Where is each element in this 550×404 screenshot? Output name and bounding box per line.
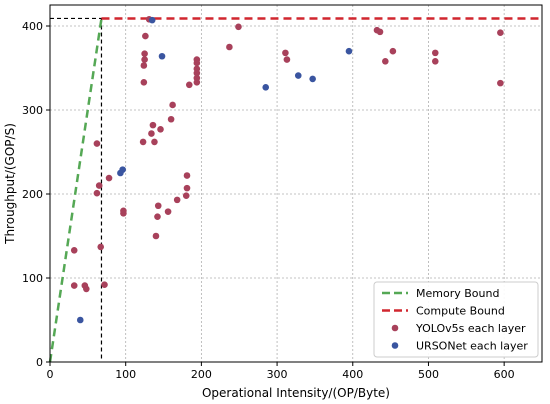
x-tick-label: 400 bbox=[342, 368, 363, 381]
x-tick-label: 0 bbox=[47, 368, 54, 381]
y-axis-label: Throughput/(GOP/S) bbox=[3, 123, 17, 245]
yolo-point bbox=[93, 140, 101, 147]
yolo-point bbox=[154, 213, 161, 220]
urso-point bbox=[148, 16, 156, 24]
legend-yolo: YOLOv5s each layer bbox=[415, 322, 526, 335]
yolo-point bbox=[193, 56, 201, 63]
yolo-point bbox=[154, 202, 162, 210]
yolo-point bbox=[431, 57, 439, 65]
x-tick-label: 600 bbox=[494, 368, 515, 381]
yolo-point bbox=[140, 62, 148, 69]
bound-lines bbox=[48, 17, 542, 363]
yolo-point bbox=[169, 101, 176, 109]
yolo-point bbox=[173, 196, 181, 204]
yolo-point bbox=[142, 32, 149, 40]
yolo-point bbox=[120, 207, 127, 215]
yolo-point bbox=[83, 285, 90, 293]
yolo-point bbox=[140, 78, 148, 86]
reference-lines bbox=[50, 17, 103, 362]
yolo-point bbox=[152, 232, 160, 240]
y-tick-label: 100 bbox=[22, 272, 43, 285]
y-tick-label: 200 bbox=[22, 188, 43, 201]
x-tick-label: 100 bbox=[115, 368, 136, 381]
yolo-point bbox=[282, 49, 289, 57]
memory-bound-line bbox=[48, 18, 103, 363]
yolo-point bbox=[193, 74, 201, 82]
yolo-point bbox=[141, 50, 148, 58]
legend-urso: URSONet each layer bbox=[416, 340, 528, 353]
yolo-point bbox=[183, 172, 191, 179]
yolo-point bbox=[389, 47, 397, 55]
yolo-point bbox=[167, 115, 175, 123]
x-axis-label: Operational Intensity/(OP/Byte) bbox=[202, 386, 390, 400]
urso-point bbox=[345, 47, 353, 55]
legend-memory-bound: Memory Bound bbox=[416, 287, 499, 300]
yolo-point bbox=[235, 23, 242, 31]
yolo-point bbox=[141, 56, 148, 63]
data-points bbox=[70, 15, 504, 324]
yolo-point bbox=[183, 184, 191, 192]
yolo-point bbox=[497, 79, 504, 87]
y-tick-label: 300 bbox=[22, 104, 43, 117]
urso-point bbox=[309, 75, 316, 83]
plot-frame bbox=[49, 4, 543, 363]
yolo-point bbox=[93, 189, 101, 197]
yolo-point bbox=[157, 126, 164, 133]
urso-point bbox=[158, 52, 166, 60]
yolo-point bbox=[70, 246, 78, 254]
yolo-point bbox=[101, 281, 108, 289]
x-tick-label: 200 bbox=[191, 368, 212, 381]
urso-point bbox=[262, 84, 270, 91]
y-tick-label: 400 bbox=[22, 20, 43, 33]
legend-yolo-swatch bbox=[391, 324, 399, 332]
x-axis-ticks: 0 100 200 300 400 500 600 bbox=[47, 362, 515, 381]
yolo-point bbox=[148, 130, 155, 137]
yolo-point bbox=[226, 43, 233, 51]
urso-point bbox=[76, 316, 84, 324]
yolo-point bbox=[105, 174, 113, 182]
yolo-point bbox=[376, 28, 384, 36]
yolo-point bbox=[497, 29, 504, 37]
yolo-point bbox=[95, 182, 103, 189]
yolo-point bbox=[431, 49, 439, 57]
yolo-point bbox=[97, 243, 105, 251]
yolo-point bbox=[149, 121, 157, 129]
x-tick-label: 500 bbox=[418, 368, 439, 381]
legend: Memory Bound Compute Bound YOLOv5s each … bbox=[373, 281, 539, 358]
urso-point bbox=[119, 166, 126, 173]
yolo-point bbox=[185, 81, 193, 89]
x-tick-label: 300 bbox=[267, 368, 288, 381]
yolo-point bbox=[182, 192, 190, 199]
yolo-point bbox=[283, 56, 291, 63]
y-tick-label: 0 bbox=[36, 356, 43, 369]
yolo-point bbox=[139, 138, 147, 146]
legend-urso-swatch bbox=[391, 342, 399, 349]
yolo-point bbox=[193, 65, 201, 73]
urso-point bbox=[294, 72, 302, 79]
yolo-point bbox=[70, 282, 78, 289]
yolo-point bbox=[164, 208, 172, 215]
yolo-point bbox=[151, 138, 158, 146]
legend-compute-bound: Compute Bound bbox=[416, 305, 505, 318]
legend-box bbox=[373, 281, 539, 358]
yolo-point bbox=[382, 57, 389, 65]
y-axis-ticks: 0 100 200 300 400 bbox=[22, 20, 50, 369]
